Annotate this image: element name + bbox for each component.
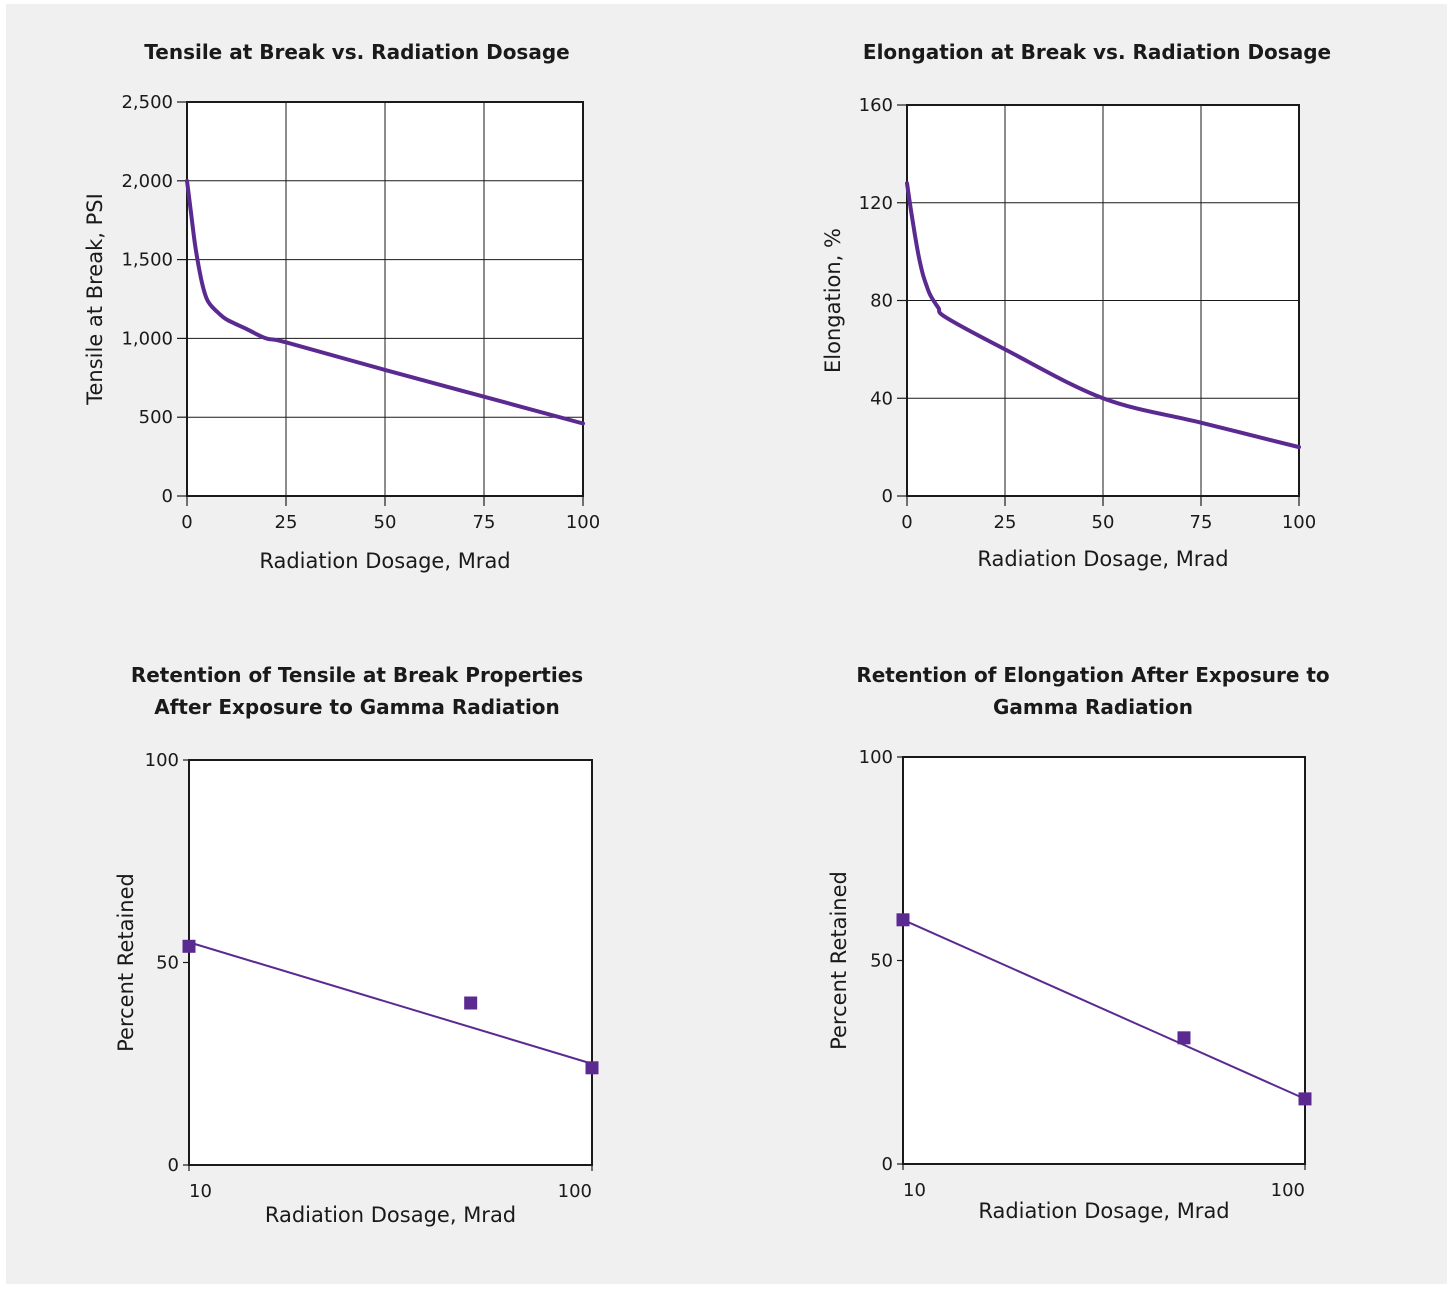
y-tick-label: 0 <box>882 486 893 507</box>
y-tick-label: 100 <box>145 750 179 771</box>
x-tick-label: 10 <box>903 1180 926 1201</box>
trend-line <box>902 918 1306 1100</box>
y-tick-label: 2,000 <box>121 171 173 192</box>
y-tick-label: 80 <box>870 291 893 312</box>
y-tick-label: 120 <box>859 193 893 214</box>
y-tick-label: 0 <box>168 1155 179 1176</box>
x-tick-label: 10 <box>189 1181 212 1202</box>
chart-title-line: Gamma Radiation <box>992 695 1193 719</box>
data-point <box>464 996 478 1010</box>
y-tick-label: 40 <box>870 388 893 409</box>
y-tick-label: 1,500 <box>121 250 173 271</box>
chart-title-line: Retention of Elongation After Exposure t… <box>856 663 1330 687</box>
series-line <box>185 178 585 426</box>
y-tick-label: 100 <box>859 747 893 768</box>
data-point <box>896 913 910 927</box>
trend-line <box>188 941 593 1065</box>
y-axis-title: Percent Retained <box>114 873 138 1052</box>
y-axis-title: Elongation, % <box>821 228 845 373</box>
x-tick-label: 25 <box>994 512 1017 533</box>
data-point <box>585 1061 599 1075</box>
y-tick-label: 0 <box>162 486 173 507</box>
x-tick-label: 75 <box>473 512 496 533</box>
x-tick-label: 50 <box>1092 512 1115 533</box>
x-axis-title: Radiation Dosage, Mrad <box>259 549 510 573</box>
chart-title: Retention of Tensile at Break Properties… <box>107 659 607 723</box>
y-tick-label: 50 <box>156 953 179 974</box>
x-tick-label: 100 <box>1282 512 1316 533</box>
y-axis-title: Tensile at Break, PSI <box>83 193 107 406</box>
y-tick-label: 500 <box>139 407 173 428</box>
x-tick-label: 100 <box>566 512 600 533</box>
x-axis-title: Radiation Dosage, Mrad <box>978 1199 1229 1223</box>
x-tick-label: 75 <box>1190 512 1213 533</box>
x-tick-label: 0 <box>901 512 912 533</box>
plot-area <box>903 757 1305 1164</box>
x-axis-title: Radiation Dosage, Mrad <box>265 1203 516 1227</box>
y-tick-label: 1,000 <box>121 328 173 349</box>
data-point <box>1177 1031 1191 1045</box>
series-line <box>905 181 1301 450</box>
x-tick-label: 100 <box>558 1181 592 1202</box>
x-tick-label: 25 <box>275 512 298 533</box>
data-point <box>1298 1092 1312 1106</box>
data-point <box>182 939 196 953</box>
y-tick-label: 0 <box>882 1154 893 1175</box>
y-tick-label: 50 <box>870 951 893 972</box>
chart-title-line: After Exposure to Gamma Radiation <box>154 695 560 719</box>
x-axis-title: Radiation Dosage, Mrad <box>977 547 1228 571</box>
x-tick-label: 50 <box>374 512 397 533</box>
x-tick-label: 0 <box>181 512 192 533</box>
chart-title: Tensile at Break vs. Radiation Dosage <box>144 40 570 64</box>
y-tick-label: 2,500 <box>121 92 173 113</box>
chart-title: Retention of Elongation After Exposure t… <box>843 659 1343 723</box>
chart-title: Elongation at Break vs. Radiation Dosage <box>862 40 1332 64</box>
y-tick-label: 160 <box>859 95 893 116</box>
y-axis-title: Percent Retained <box>827 871 851 1050</box>
chart-title-line: Retention of Tensile at Break Properties <box>130 663 584 687</box>
x-tick-label: 100 <box>1271 1180 1305 1201</box>
